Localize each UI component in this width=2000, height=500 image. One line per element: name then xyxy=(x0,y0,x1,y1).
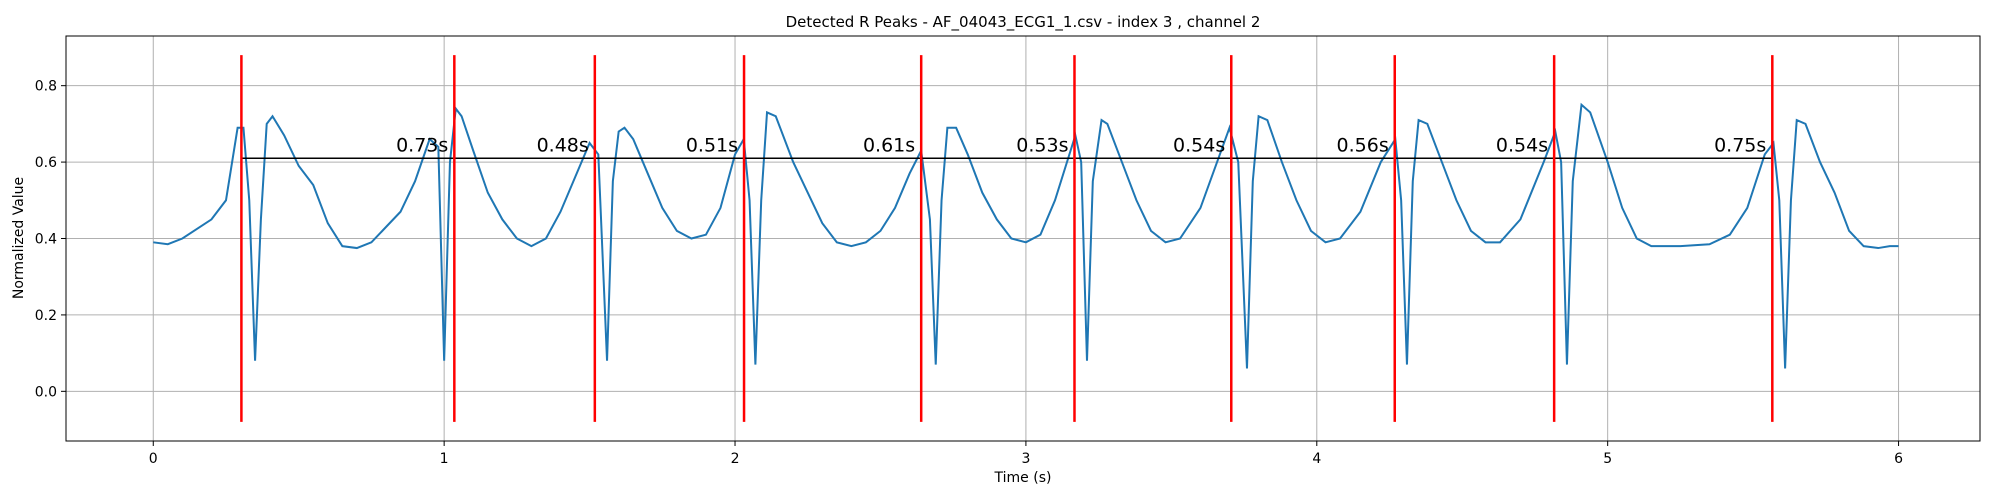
interval-label: 0.61s xyxy=(863,134,915,156)
y-axis-label: Normalized Value xyxy=(11,177,27,299)
interval-label: 0.48s xyxy=(537,134,589,156)
plot-frame xyxy=(65,35,1981,442)
chart-title: Detected R Peaks - AF_04043_ECG1_1.csv -… xyxy=(786,13,1261,32)
interval-label: 0.51s xyxy=(686,134,738,156)
x-tick-label: 0 xyxy=(149,451,158,467)
interval-label: 0.54s xyxy=(1173,134,1225,156)
interval-label: 0.75s xyxy=(1714,134,1766,156)
x-axis-label: Time (s) xyxy=(994,470,1052,486)
x-tick-label: 2 xyxy=(731,451,740,467)
y-tick-label: 0.2 xyxy=(35,308,57,324)
x-tick-label: 6 xyxy=(1894,451,1903,467)
x-tick-label: 1 xyxy=(440,451,449,467)
y-tick-label: 0.4 xyxy=(35,232,57,248)
y-tick-label: 0.6 xyxy=(35,155,57,171)
interval-label: 0.53s xyxy=(1016,134,1068,156)
y-tick-label: 0.0 xyxy=(35,384,57,400)
signal-line xyxy=(153,102,1899,369)
interval-label: 0.73s xyxy=(396,134,448,156)
x-tick-label: 3 xyxy=(1021,451,1030,467)
interval-label: 0.54s xyxy=(1496,134,1548,156)
interval-label: 0.56s xyxy=(1337,134,1389,156)
x-tick-label: 4 xyxy=(1312,451,1321,467)
y-tick-label: 0.8 xyxy=(35,79,57,95)
x-tick-label: 5 xyxy=(1603,451,1612,467)
